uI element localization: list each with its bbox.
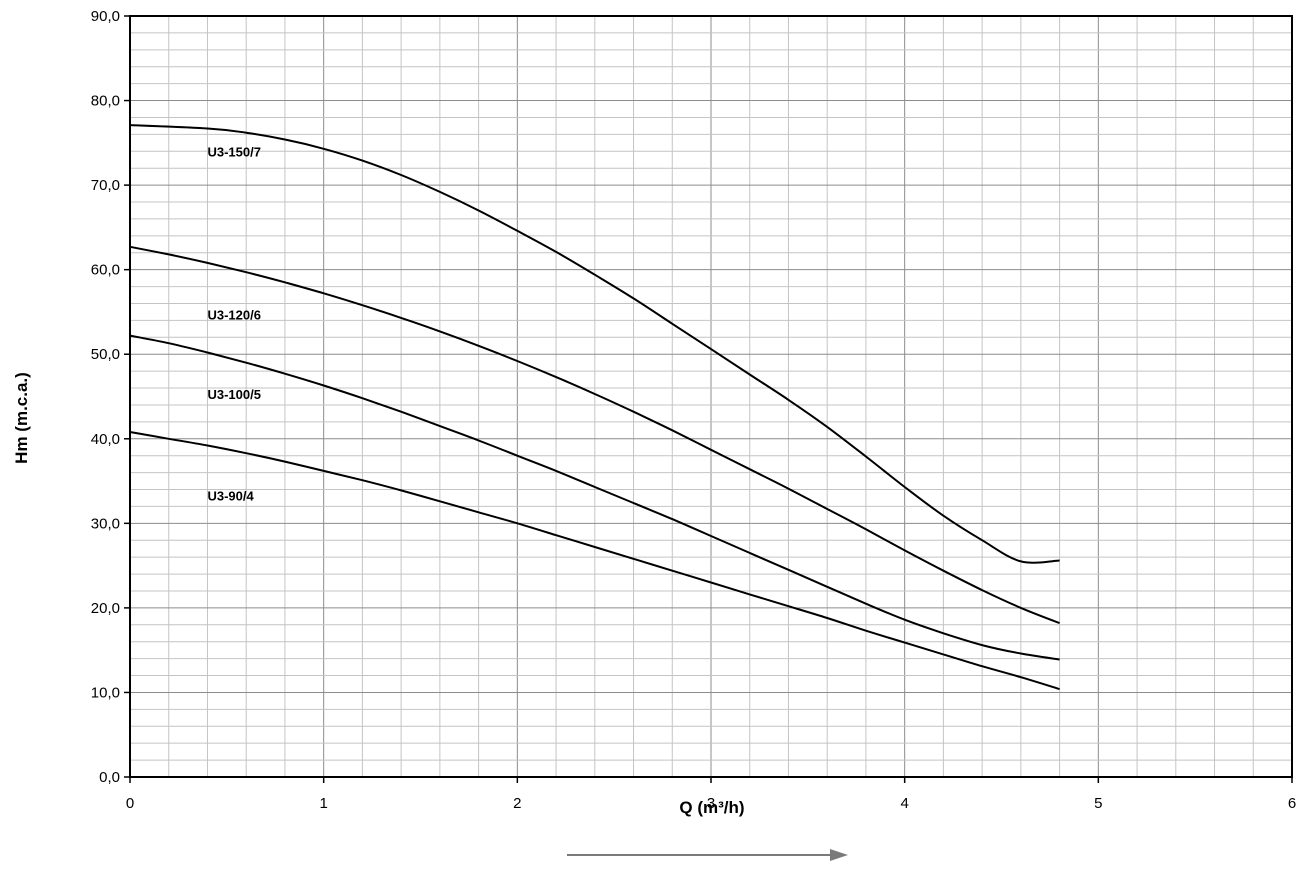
axis-ticks: 0,0 10,0 20,0 30,0 40,0 50,0 60,0 70,0 80,0 90,0 0… [91, 8, 1296, 812]
flow-direction-arrow [567, 849, 848, 861]
grid-lines [129, 15, 1293, 778]
x-tick-label: 0 [126, 795, 134, 812]
x-axis-title: Q (m³/h) [679, 798, 744, 817]
pump-curves [129, 124, 1060, 691]
y-tick-label: 20,0 [91, 600, 120, 617]
x-tick-label: 6 [1288, 795, 1296, 812]
y-tick-label: 80,0 [91, 93, 120, 110]
y-tick-label: 50,0 [91, 346, 120, 363]
curve-labels: U3-150/7 U3-120/6 U3-100/5 U3-90/4 [207, 144, 260, 503]
x-tick-label: 3 [707, 795, 715, 812]
x-tick-label: 4 [900, 795, 908, 812]
y-tick-label: 90,0 [91, 8, 120, 25]
x-tick-label: 2 [513, 795, 521, 812]
y-tick-label: 10,0 [91, 684, 120, 701]
pump-curve-line [129, 431, 1060, 691]
curve-label: U3-150/7 [207, 144, 260, 159]
x-tick-label: 5 [1094, 795, 1102, 812]
curve-label: U3-100/5 [207, 387, 260, 402]
y-tick-label: 40,0 [91, 431, 120, 448]
y-tick-label: 0,0 [99, 769, 120, 786]
curve-label: U3-120/6 [207, 308, 260, 323]
pump-curve-line [129, 124, 1060, 564]
y-tick-label: 70,0 [91, 177, 120, 194]
y-tick-label: 30,0 [91, 515, 120, 532]
y-tick-label: 60,0 [91, 262, 120, 279]
y-axis-title: Hm (m.c.a.) [12, 372, 31, 464]
x-tick-label: 1 [319, 795, 327, 812]
pump-curve-line [129, 245, 1060, 625]
pump-curve-line [129, 334, 1060, 661]
curve-label: U3-90/4 [207, 489, 254, 504]
